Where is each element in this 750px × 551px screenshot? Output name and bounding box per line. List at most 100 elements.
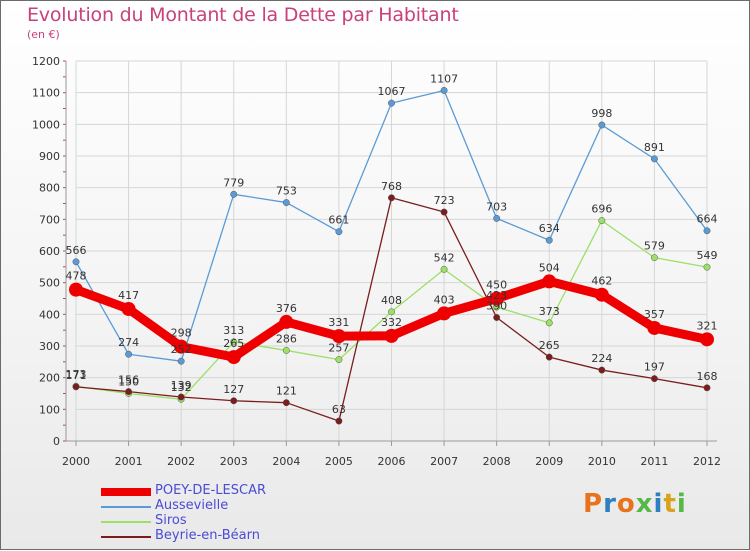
series-0-label-7: 403 [434, 293, 455, 306]
series-0-point-11 [647, 320, 662, 335]
series-3-point-11 [650, 375, 658, 383]
series-3-label-11: 197 [644, 361, 665, 374]
series-2-label-5: 257 [328, 342, 349, 355]
series-2-label-9: 373 [539, 305, 560, 318]
y-tick-label-1200: 1200 [32, 55, 60, 68]
series-3-label-4: 121 [276, 385, 297, 398]
series-3-label-8: 390 [486, 300, 507, 313]
series-2-point-3 [230, 338, 238, 346]
proxiti-logo: Proxiti [583, 489, 687, 519]
series-0-label-9: 504 [539, 261, 560, 274]
legend-label-2: Siros [155, 513, 187, 528]
x-tick-label-2000: 2000 [62, 455, 90, 468]
series-2-point-7 [440, 265, 448, 273]
series-2-point-9 [545, 319, 553, 327]
series-3-label-5: 63 [332, 403, 346, 416]
y-tick-label-200: 200 [39, 372, 60, 385]
series-1-point-7 [440, 87, 448, 94]
x-tick-label-2006: 2006 [378, 455, 406, 468]
series-3-point-8 [493, 314, 501, 321]
series-0-label-12: 321 [697, 319, 718, 332]
series-0-label-3: 265 [223, 337, 244, 350]
series-3-label-12: 168 [697, 370, 718, 383]
series-2-label-7: 542 [434, 251, 455, 264]
chart-subtitle: (en €) [27, 28, 60, 41]
x-tick-label-2011: 2011 [640, 455, 668, 468]
series-1-point-12 [703, 227, 711, 235]
series-1-point-5 [335, 228, 343, 236]
series-0-point-8 [489, 291, 504, 306]
series-2-point-4 [282, 346, 290, 354]
series-3-point-3 [230, 397, 238, 405]
x-tick-label-2002: 2002 [167, 455, 195, 468]
series-0-label-1: 417 [118, 289, 139, 302]
y-tick-label-300: 300 [39, 340, 60, 353]
series-0-label-2: 298 [171, 327, 192, 340]
series-3-point-0 [72, 383, 80, 391]
series-1-point-9 [545, 236, 553, 244]
x-tick-label-2010: 2010 [588, 455, 616, 468]
series-1-label-4: 753 [276, 185, 297, 198]
x-tick-label-2009: 2009 [535, 455, 563, 468]
series-1-point-4 [282, 199, 290, 207]
legend-swatch-3 [101, 536, 151, 538]
series-2-label-0: 173 [66, 368, 87, 381]
series-3-point-9 [545, 353, 553, 361]
series-1-label-2: 252 [171, 343, 192, 356]
series-1-label-0: 566 [66, 244, 87, 257]
x-tick-label-2001: 2001 [115, 455, 143, 468]
series-layer [69, 87, 714, 425]
data-labels: 566 274 252 779 753 661 1067 1107 703 634 998 891 66… [66, 72, 718, 416]
series-0-point-9 [542, 274, 557, 289]
series-0-point-10 [594, 287, 609, 302]
series-2-point-6 [388, 308, 395, 316]
series-1-label-8: 703 [486, 200, 507, 213]
series-0-point-1 [121, 301, 136, 316]
legend-item-3: Beyrie-en-Béarn [101, 529, 361, 544]
series-3-label-3: 127 [223, 383, 244, 396]
series-2-label-2: 132 [171, 381, 192, 394]
series-2-label-11: 579 [644, 240, 665, 253]
series-2-point-10 [598, 217, 606, 225]
series-0-point-6 [384, 328, 399, 343]
series-1-point-11 [650, 155, 658, 163]
y-tick-label-100: 100 [39, 403, 60, 416]
series-1-point-10 [598, 121, 606, 129]
y-tick-label-1100: 1100 [32, 87, 60, 100]
series-3-label-7: 723 [434, 194, 455, 207]
x-tick-label-2012: 2012 [693, 455, 721, 468]
series-1-point-1 [125, 350, 133, 358]
series-1-point-6 [388, 99, 395, 107]
legend: POEY-DE-LESCAR Aussevielle Siros Beyrie-… [101, 484, 361, 544]
series-3-point-6 [388, 194, 395, 202]
series-0-point-7 [437, 306, 452, 321]
series-3-label-9: 265 [539, 339, 560, 352]
series-0-point-2 [174, 339, 189, 354]
x-tick-label-2003: 2003 [220, 455, 248, 468]
series-1-point-3 [230, 190, 238, 198]
series-3-point-10 [598, 366, 606, 374]
series-3-label-2: 139 [171, 379, 192, 392]
series-3-point-12 [703, 384, 711, 392]
series-3-point-2 [177, 393, 185, 401]
legend-item-1: Aussevielle [101, 499, 361, 514]
series-2-point-5 [335, 356, 343, 364]
series-0-point-0 [69, 282, 83, 297]
series-3-label-1: 156 [118, 374, 139, 387]
y-tick-label-600: 600 [39, 245, 60, 258]
series-0-point-4 [279, 314, 294, 329]
series-2-point-11 [650, 254, 658, 262]
series-1-label-10: 998 [591, 107, 612, 120]
series-3-point-7 [440, 208, 448, 216]
series-1-label-3: 779 [223, 176, 244, 189]
series-3-label-0: 171 [66, 369, 87, 382]
series-2-label-8: 423 [486, 289, 507, 302]
legend-item-0: POEY-DE-LESCAR [101, 484, 361, 499]
y-tick-label-900: 900 [39, 150, 60, 163]
y-tick-label-1000: 1000 [32, 118, 60, 131]
series-2-label-12: 549 [697, 249, 718, 262]
legend-item-2: Siros [101, 514, 361, 529]
series-2-label-4: 286 [276, 332, 297, 345]
